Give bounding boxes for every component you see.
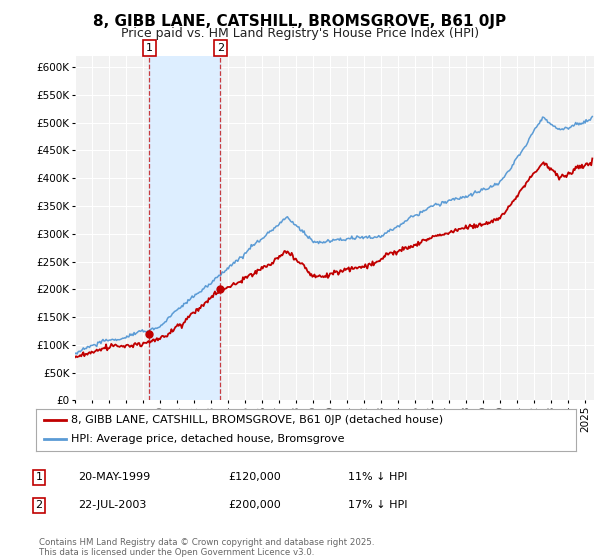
Text: 20-MAY-1999: 20-MAY-1999 [78, 472, 150, 482]
Text: 1: 1 [35, 472, 43, 482]
Text: 22-JUL-2003: 22-JUL-2003 [78, 500, 146, 510]
Text: £120,000: £120,000 [228, 472, 281, 482]
Text: 8, GIBB LANE, CATSHILL, BROMSGROVE, B61 0JP (detached house): 8, GIBB LANE, CATSHILL, BROMSGROVE, B61 … [71, 415, 443, 425]
Bar [149, 56, 220, 400]
Text: Price paid vs. HM Land Registry's House Price Index (HPI): Price paid vs. HM Land Registry's House … [121, 27, 479, 40]
Text: 1: 1 [146, 43, 153, 53]
Text: 8, GIBB LANE, CATSHILL, BROMSGROVE, B61 0JP: 8, GIBB LANE, CATSHILL, BROMSGROVE, B61 … [94, 14, 506, 29]
Text: 11% ↓ HPI: 11% ↓ HPI [348, 472, 407, 482]
Text: 17% ↓ HPI: 17% ↓ HPI [348, 500, 407, 510]
Text: 2: 2 [35, 500, 43, 510]
Text: 2: 2 [217, 43, 224, 53]
Text: Contains HM Land Registry data © Crown copyright and database right 2025.
This d: Contains HM Land Registry data © Crown c… [39, 538, 374, 557]
Text: £200,000: £200,000 [228, 500, 281, 510]
Text: HPI: Average price, detached house, Bromsgrove: HPI: Average price, detached house, Brom… [71, 435, 344, 445]
